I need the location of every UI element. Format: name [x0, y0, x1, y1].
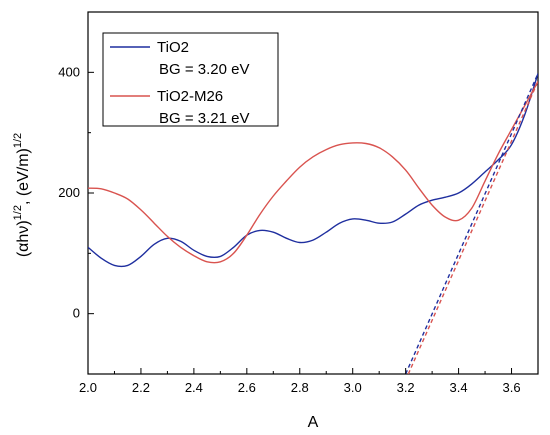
- y-tick-label: 0: [73, 306, 80, 321]
- series-line-1: [88, 81, 538, 264]
- legend-label-tio2-m26: TiO2-M26: [157, 88, 223, 105]
- x-axis-title: A: [308, 414, 319, 431]
- y-axis-title: (αhν)1/2, (eV/m)1/2: [12, 133, 32, 257]
- legend-box: [102, 32, 279, 127]
- y-axis-title-main: (αhν): [15, 220, 32, 257]
- x-tick-label: 2.8: [291, 380, 309, 395]
- x-tick-label: 3.0: [344, 380, 362, 395]
- tangent-line-0: [405, 73, 538, 374]
- y-axis-title-exponent-1: 1/2: [12, 205, 24, 220]
- x-tick-label: 2.4: [185, 380, 203, 395]
- legend-note-tio2-m26: BG = 3.21 eV: [159, 110, 249, 127]
- legend-note-tio2: BG = 3.20 eV: [159, 61, 249, 78]
- y-axis-ticks: 0 200 400: [58, 11, 94, 375]
- tangent-lines: [405, 73, 538, 374]
- legend-label-tio2: TiO2: [157, 39, 189, 56]
- x-tick-label: 2.2: [132, 380, 150, 395]
- x-tick-label: 2.0: [79, 380, 97, 395]
- y-axis-title-units: , (eV/m): [15, 148, 32, 205]
- x-tick-label: 3.4: [450, 380, 468, 395]
- tangent-line-1: [407, 81, 538, 374]
- x-axis-ticks: 2.0 2.2 2.4 2.6 2.8 3.0 3.2 3.4 3.6: [79, 368, 521, 395]
- y-tick-label: 400: [58, 64, 80, 79]
- y-tick-label: 200: [58, 185, 80, 200]
- svg-text:(αhν)1/2, (eV/m)1/2: (αhν)1/2, (eV/m)1/2: [12, 133, 32, 257]
- x-tick-label: 3.6: [502, 380, 520, 395]
- legend: TiO2 BG = 3.20 eV TiO2-M26 BG = 3.21 eV: [102, 32, 279, 127]
- series-line-0: [88, 73, 538, 268]
- series-lines: [88, 73, 538, 268]
- y-axis-title-exponent-2: 1/2: [12, 133, 24, 148]
- x-tick-label: 2.6: [238, 380, 256, 395]
- x-tick-label: 3.2: [397, 380, 415, 395]
